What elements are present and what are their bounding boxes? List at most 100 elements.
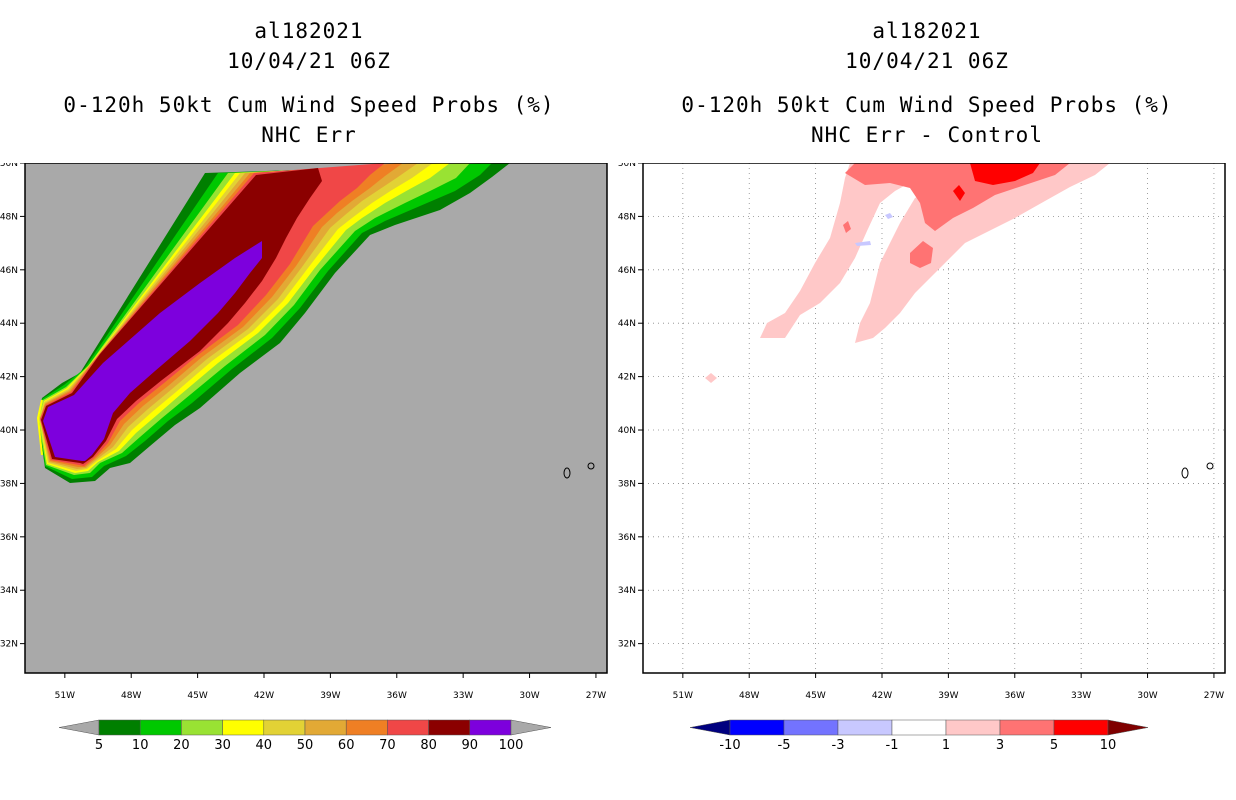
right-subtitle: NHC Err - Control xyxy=(811,123,1043,147)
right-diff-1to3-main xyxy=(855,163,1110,343)
left-colorbar: 5 10 20 30 40 50 60 70 80 90 100 xyxy=(58,719,552,753)
left-map-frame xyxy=(24,163,608,674)
colorbar-segment xyxy=(345,719,388,736)
x-tick-label: 33W xyxy=(1071,691,1091,698)
x-tick-label: 39W xyxy=(938,691,958,698)
left-axis-ticks: 51W 48W 45W 42W 39W 36W 33W 30W 27W 32N 34N 36N 38N 4… xyxy=(0,163,606,698)
colorbar-label: 10 xyxy=(132,738,149,753)
x-tick-label: 51W xyxy=(673,691,693,698)
y-tick-label: 38N xyxy=(0,479,18,489)
x-tick-label: 30W xyxy=(1137,691,1157,698)
right-colorbar: -10 -5 -3 -1 1 3 5 10 xyxy=(689,719,1149,753)
colorbar-label: -5 xyxy=(778,738,791,753)
x-tick-label: 45W xyxy=(187,691,207,698)
right-diff-1to3-west xyxy=(760,163,915,338)
colorbar-segment xyxy=(999,719,1055,736)
left-island-2 xyxy=(587,462,595,470)
right-diff-over5-small xyxy=(953,185,965,201)
colorbar-segment xyxy=(729,719,785,736)
x-tick-label: 36W xyxy=(387,691,407,698)
colorbar-label: 50 xyxy=(297,738,314,753)
colorbar-label: 100 xyxy=(499,738,524,753)
right-storm-id: al182021 xyxy=(872,19,982,43)
y-tick-label: 34N xyxy=(0,586,18,596)
y-tick-label: 48N xyxy=(618,212,636,222)
right-axis-ticks: 51W 48W 45W 42W 39W 36W 33W 30W 27W 32N 34N 36N 38N 4… xyxy=(618,163,1224,698)
colorbar-under-arrow xyxy=(58,719,100,736)
left-title-block: al182021 10/04/21 06Z 0-120h 50kt Cum Wi… xyxy=(0,16,618,150)
x-tick-label: 33W xyxy=(453,691,473,698)
colorbar-label: 80 xyxy=(420,738,437,753)
colorbar-segment xyxy=(428,719,471,736)
y-tick-label: 50N xyxy=(618,163,636,169)
colorbar-segment xyxy=(837,719,893,736)
colorbar-label: 20 xyxy=(173,738,190,753)
x-tick-label: 27W xyxy=(586,691,606,698)
x-tick-label: 48W xyxy=(121,691,141,698)
right-diff-neg-2 xyxy=(855,241,871,246)
right-diff-3to5-south xyxy=(910,241,933,268)
colorbar-label: 5 xyxy=(95,738,103,753)
colorbar-label: 5 xyxy=(1050,738,1058,753)
right-product: 0-120h 50kt Cum Wind Speed Probs (%) xyxy=(681,93,1173,117)
y-tick-label: 48N xyxy=(0,212,18,222)
right-title-block: al182021 10/04/21 06Z 0-120h 50kt Cum Wi… xyxy=(618,16,1236,150)
colorbar-segment xyxy=(181,719,223,736)
colorbar-segment xyxy=(1053,719,1109,736)
y-tick-label: 40N xyxy=(0,426,18,436)
x-tick-label: 42W xyxy=(254,691,274,698)
y-tick-label: 42N xyxy=(618,373,636,383)
right-diff-neg-1 xyxy=(885,213,893,219)
colorbar-segment xyxy=(945,719,1001,736)
y-tick-label: 38N xyxy=(618,479,636,489)
colorbar-over-arrow xyxy=(510,719,552,736)
left-storm-id: al182021 xyxy=(254,19,364,43)
colorbar-label: 60 xyxy=(338,738,355,753)
x-tick-label: 48W xyxy=(739,691,759,698)
colorbar-label: 1 xyxy=(942,738,950,753)
colorbar-label: -1 xyxy=(886,738,899,753)
colorbar-segment xyxy=(304,719,347,736)
colorbar-label: 10 xyxy=(1100,738,1117,753)
right-difference-map: 51W 48W 45W 42W 39W 36W 33W 30W 27W 32N 34N 36N 38N 4… xyxy=(618,163,1226,698)
colorbar-label: 3 xyxy=(996,738,1004,753)
right-island-1 xyxy=(1181,467,1189,479)
y-tick-label: 32N xyxy=(618,640,636,650)
left-subtitle: NHC Err xyxy=(261,123,357,147)
colorbar-label: -10 xyxy=(719,738,740,753)
right-diff-over5 xyxy=(970,163,1040,185)
colorbar-segment xyxy=(263,719,306,736)
colorbar-label: 70 xyxy=(379,738,396,753)
y-tick-label: 36N xyxy=(0,533,18,543)
y-tick-label: 32N xyxy=(0,640,18,650)
colorbar-segment xyxy=(98,719,141,736)
x-tick-label: 39W xyxy=(320,691,340,698)
y-tick-label: 46N xyxy=(618,266,636,276)
right-datetime: 10/04/21 06Z xyxy=(845,49,1009,73)
colorbar-segment xyxy=(139,719,182,736)
right-island-2 xyxy=(1206,462,1214,470)
colorbar-segment xyxy=(783,719,839,736)
y-tick-label: 44N xyxy=(0,319,18,329)
colorbar-label: -3 xyxy=(832,738,845,753)
colorbar-segment xyxy=(891,719,947,736)
colorbar-over-arrow xyxy=(1107,719,1149,736)
y-tick-label: 46N xyxy=(0,266,18,276)
left-island-1 xyxy=(563,467,571,479)
y-tick-label: 44N xyxy=(618,319,636,329)
x-tick-label: 45W xyxy=(805,691,825,698)
left-datetime: 10/04/21 06Z xyxy=(227,49,391,73)
right-diff-3to5-small xyxy=(843,221,851,233)
colorbar-under-arrow xyxy=(689,719,731,736)
right-diff-1to3-spot xyxy=(705,373,717,383)
x-tick-label: 27W xyxy=(1204,691,1224,698)
x-tick-label: 51W xyxy=(55,691,75,698)
left-swath-rim xyxy=(36,399,43,456)
colorbar-segment xyxy=(469,719,512,736)
y-tick-label: 34N xyxy=(618,586,636,596)
left-product: 0-120h 50kt Cum Wind Speed Probs (%) xyxy=(63,93,555,117)
left-swath-90-core xyxy=(43,241,262,461)
y-tick-label: 42N xyxy=(0,373,18,383)
x-tick-label: 36W xyxy=(1005,691,1025,698)
x-tick-label: 42W xyxy=(872,691,892,698)
